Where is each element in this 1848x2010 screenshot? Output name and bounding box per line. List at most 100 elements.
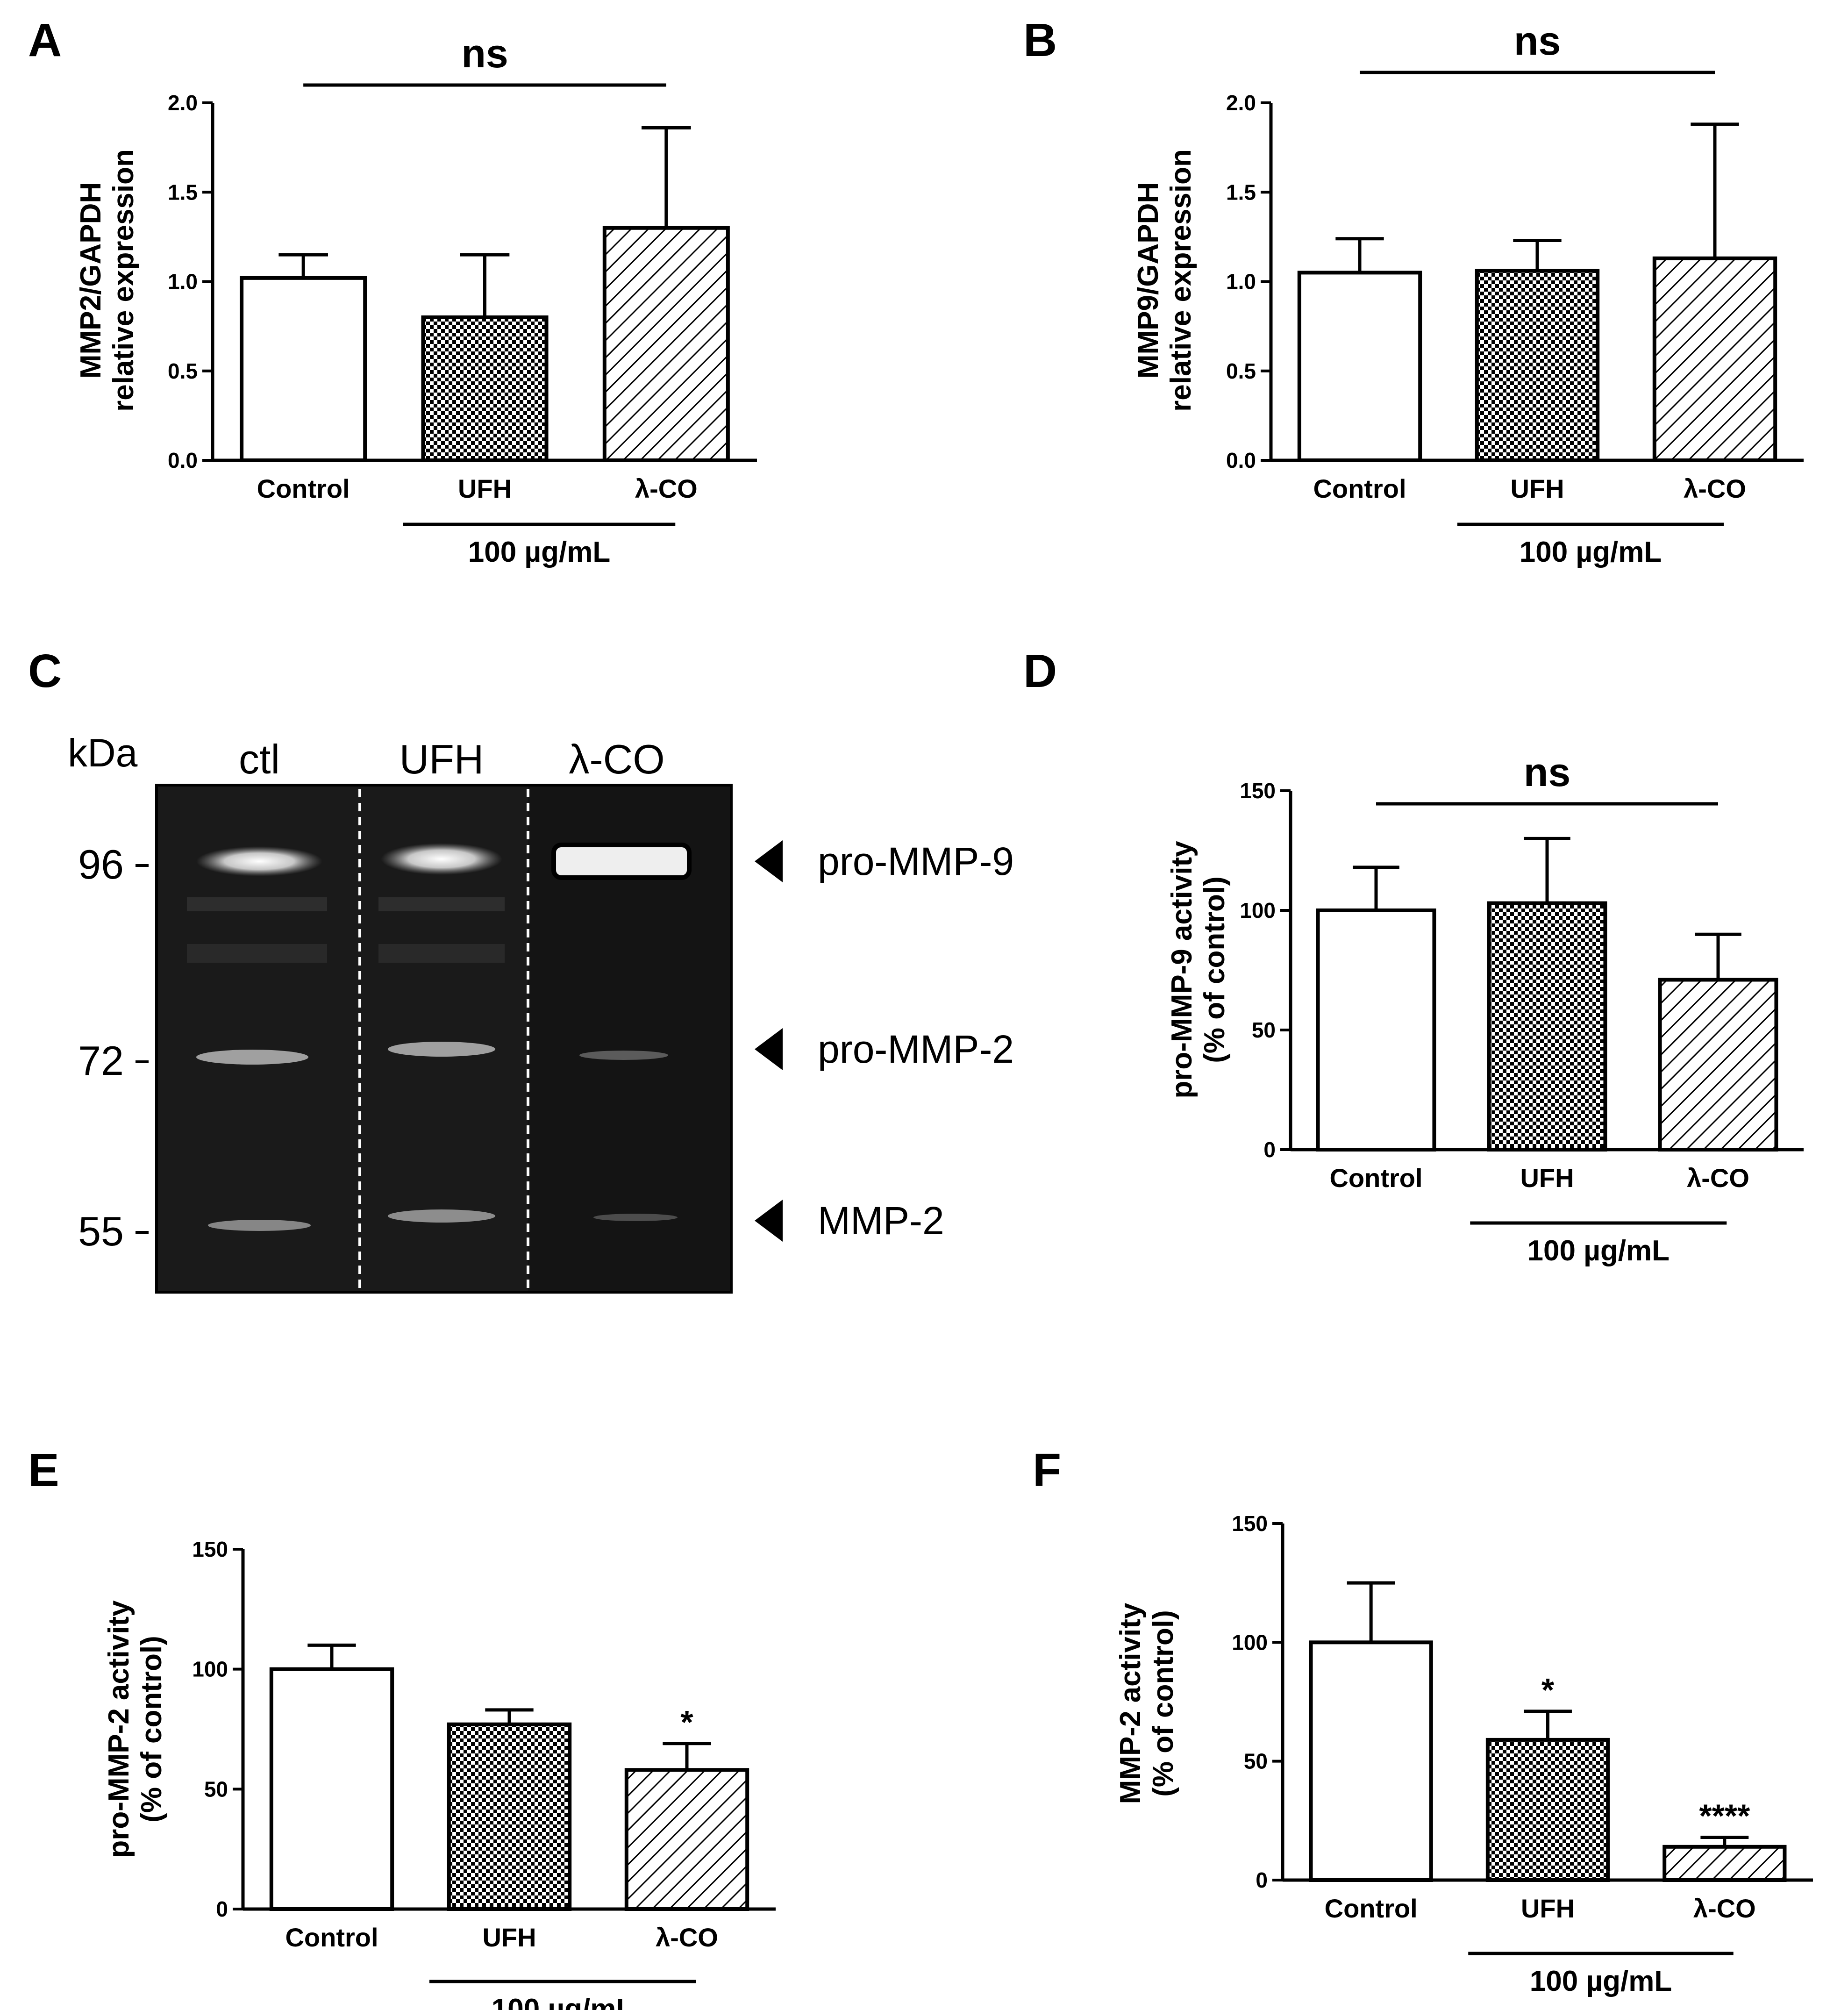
gel-band-pro-mmp2-ufh [388,1042,495,1057]
y-tick-label: 0 [1263,1137,1276,1162]
y-tick-label: 50 [1252,1018,1276,1042]
gel-band-mmp2-lambda-co [593,1214,678,1221]
x-tick-label: λ-CO [1687,1163,1749,1193]
gel-unit-label: kDa [68,731,138,775]
x-tick-label: UFH [482,1923,536,1952]
x-tick-label: UFH [458,474,512,503]
bar-0 [1309,1640,1433,1882]
x-tick-label: λ-CO [656,1923,718,1952]
bar-2 [1658,978,1778,1152]
y-axis-label: MMP-2 activity(% of control) [1114,1602,1179,1804]
gel-smear [187,897,327,911]
y-tick-label: 1.0 [168,270,198,294]
x-tick-label: Control [1329,1163,1422,1193]
x-tick-label: UFH [1510,474,1564,503]
gel-band-pro-mmp2-ctl [196,1050,308,1065]
gel-arrow-pro-mmp2 [755,1028,783,1070]
gel-lane-label-lambda-co: λ-CO [569,736,664,782]
y-tick-label: 1.5 [168,180,198,204]
chart-panel-e: 0 50 100 150 pro-MMP-2 activity(% of control… [103,1537,776,2010]
significance-label: ns [1514,19,1561,64]
gel-band-label-pro-mmp2: pro-MMP-2 [818,1027,1014,1071]
bar-2 [1662,1845,1787,1882]
y-tick-label: 2.0 [1226,91,1256,115]
y-tick-label: 150 [1240,779,1276,803]
y-tick-label: 150 [192,1537,228,1561]
significance-marker: **** [1699,1797,1750,1834]
gel-band-pro-mmp9-ufh [381,843,502,875]
gel-smear [378,897,505,911]
y-axis-label-line: pro-MMP-2 activity [103,1600,135,1858]
gel-band-pro-mmp9-lambda-co [551,843,692,880]
gel-arrow-mmp2 [755,1200,783,1242]
x-tick-label: Control [257,474,350,503]
panel-label-a: A [28,14,62,66]
bar-0 [1316,908,1436,1152]
bar-1 [1485,1738,1610,1882]
gel-band-label-pro-mmp9: pro-MMP-9 [818,839,1014,883]
y-tick-label: 1.0 [1226,270,1256,294]
y-axis-label: pro-MMP-9 activity(% of control) [1166,841,1231,1099]
significance-label: ns [1524,750,1570,795]
y-tick-label: 2.0 [168,91,198,115]
x-tick-label: λ-CO [635,474,698,503]
bar-0 [1297,271,1422,462]
x-tick-label: Control [285,1923,378,1952]
bar-1 [1487,901,1607,1152]
gel-marker-72: 72 [78,1037,124,1084]
bar-2 [624,1768,749,1911]
x-tick-label: λ-CO [1693,1894,1756,1923]
chart-panel-d: 0 50 100 150 pro-MMP-9 activity(% of control… [1166,750,1804,1267]
gel-panel-c: kDa ctl UFH λ-CO 96 72 55 [68,731,1014,1294]
y-axis-label: pro-MMP-2 activity(% of control) [103,1600,168,1858]
bar-0 [240,276,367,462]
panel-label-c: C [28,645,62,697]
treatment-label: 100 µg/mL [468,536,611,568]
y-tick-label: 100 [192,1657,228,1681]
x-tick-label: Control [1313,474,1406,503]
significance-label: ns [461,31,508,76]
treatment-label: 100 µg/mL [492,1993,634,2010]
y-axis-label: MMP9/GAPDHrelative expression [1132,149,1197,412]
y-axis-label-line: (% of control) [1147,1610,1179,1797]
y-axis-label-line: (% of control) [136,1636,168,1823]
gel-marker-96: 96 [78,841,124,887]
y-tick-label: 0.5 [168,359,198,383]
y-tick-label: 150 [1232,1511,1268,1536]
bar-1 [421,315,549,462]
gel-arrow-pro-mmp9 [755,840,783,882]
bar-1 [1475,269,1600,462]
y-tick-label: 100 [1240,898,1276,923]
significance-marker: * [1541,1672,1555,1708]
x-tick-label: UFH [1521,1894,1575,1923]
gel-band-mmp2-ufh [388,1209,495,1223]
y-axis-label-line: MMP9/GAPDH [1132,182,1164,379]
y-tick-label: 0 [216,1897,228,1921]
gel-marker-55: 55 [78,1208,124,1254]
chart-panel-a: 0.0 0.5 1.0 1.5 2.0 MMP2/GAPDHrelative expres… [75,31,757,568]
y-tick-label: 50 [1244,1749,1268,1774]
gel-smear [378,944,505,963]
x-tick-label: Control [1325,1894,1418,1923]
x-tick-label: UFH [1520,1163,1574,1193]
gel-band-mmp2-ctl [208,1220,311,1231]
y-tick-label: 0 [1256,1868,1268,1892]
y-tick-label: 1.5 [1226,180,1256,204]
y-tick-label: 0.0 [1226,448,1256,472]
gel-band-pro-mmp2-lambda-co [579,1051,668,1060]
treatment-label: 100 µg/mL [1520,536,1662,568]
y-tick-label: 0.5 [1226,359,1256,383]
chart-panel-f: 0 50 100 150 MMP-2 activity(% of control) Con… [1114,1511,1813,1997]
panel-label-f: F [1033,1444,1061,1496]
bar-2 [1652,256,1777,463]
panel-label-e: E [28,1444,59,1496]
y-axis-label-line: pro-MMP-9 activity [1166,841,1198,1099]
treatment-label: 100 µg/mL [1530,1965,1672,1997]
y-axis-label-line: (% of control) [1199,876,1231,1063]
y-tick-label: 0.0 [168,448,198,472]
significance-marker: * [680,1704,693,1740]
x-tick-label: λ-CO [1684,474,1746,503]
gel-lane-label-ctl: ctl [239,736,280,782]
bar-1 [447,1722,572,1911]
